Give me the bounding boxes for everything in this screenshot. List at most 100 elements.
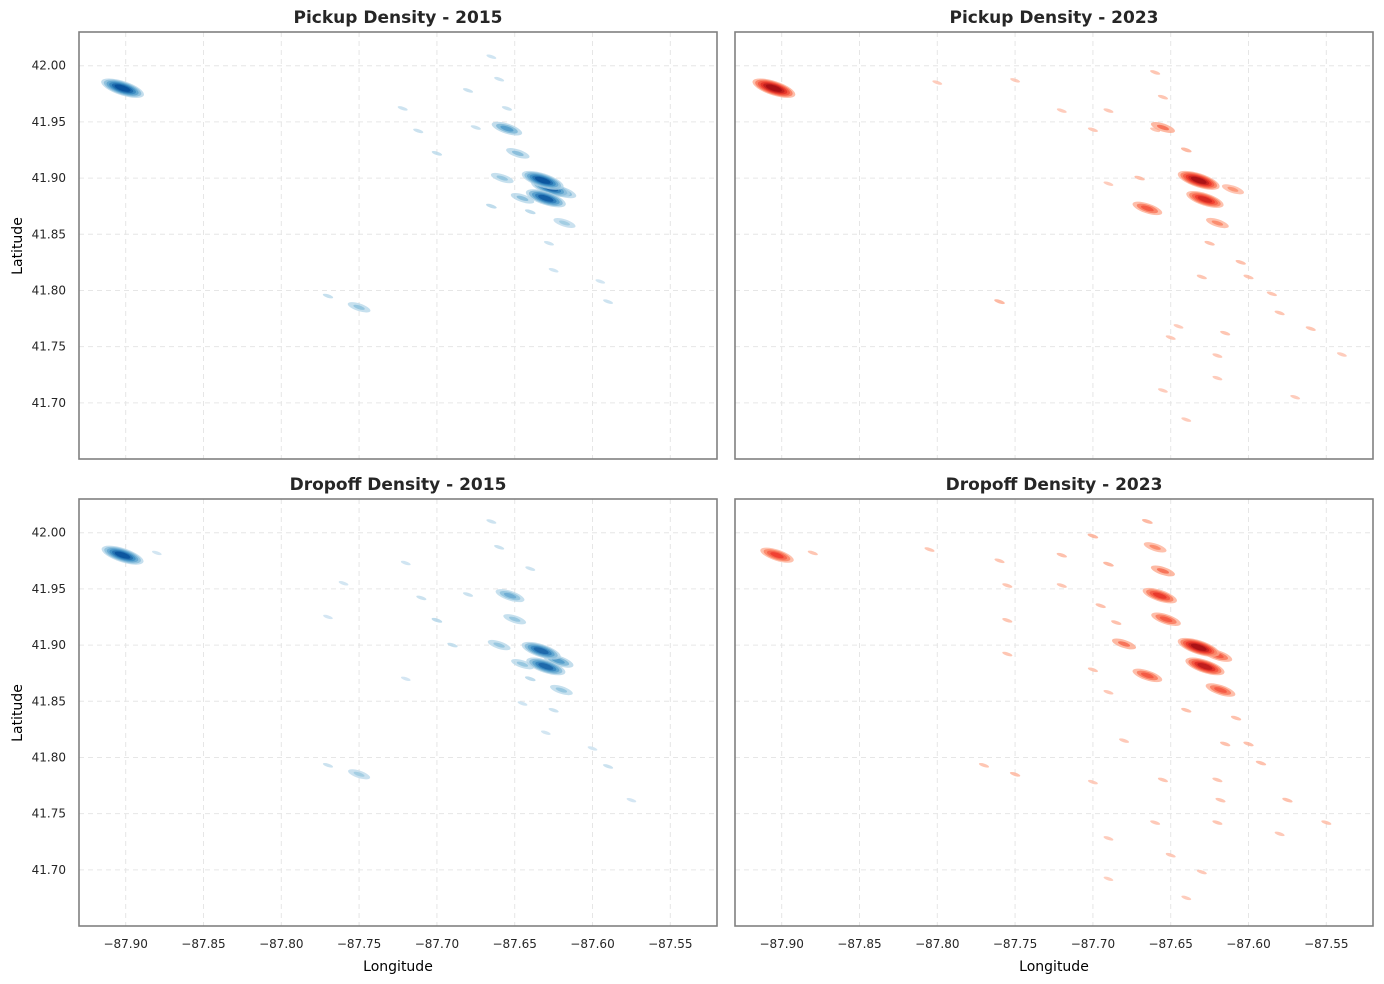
density-layer — [752, 70, 1347, 422]
density-hotspot — [526, 657, 566, 676]
density-contour — [1157, 388, 1168, 393]
density-contour — [400, 676, 411, 681]
density-hotspot — [1243, 741, 1254, 747]
density-hotspot — [1132, 201, 1163, 216]
density-hotspot — [347, 302, 371, 313]
density-hotspot — [1181, 707, 1192, 713]
density-contour — [470, 125, 481, 130]
density-hotspot — [994, 299, 1005, 305]
density-contour — [595, 279, 606, 284]
density-contour — [322, 763, 334, 768]
plot-area — [79, 32, 717, 459]
density-hotspot — [1150, 122, 1175, 133]
density-hotspot — [1181, 417, 1192, 422]
density-hotspot — [1177, 637, 1220, 657]
density-hotspot — [486, 519, 497, 524]
x-tick-label: −87.85 — [837, 937, 881, 951]
density-hotspot — [1119, 738, 1130, 743]
density-hotspot — [1212, 375, 1223, 381]
density-contour — [1156, 124, 1169, 131]
density-hotspot — [1143, 542, 1167, 553]
density-hotspot — [1173, 324, 1184, 329]
density-layer — [101, 519, 637, 803]
density-hotspot — [503, 614, 527, 625]
density-contour — [1111, 620, 1122, 625]
density-contour — [494, 76, 505, 82]
density-hotspot — [1087, 779, 1098, 785]
density-contour — [114, 551, 131, 559]
density-hotspot — [807, 550, 818, 556]
density-hotspot — [587, 746, 598, 751]
density-contour — [994, 558, 1005, 564]
density-hotspot — [1204, 240, 1215, 246]
density-contour — [114, 84, 131, 92]
x-tick-label: −87.75 — [993, 937, 1037, 951]
density-hotspot — [431, 151, 443, 156]
density-hotspot — [1321, 820, 1332, 825]
density-hotspot — [151, 550, 162, 556]
density-contour — [151, 550, 162, 556]
dropoff-2015-panel: Dropoff Density - 2015 Latitude Longitud… — [10, 475, 718, 975]
density-hotspot — [1206, 217, 1229, 229]
panel-title: Dropoff Density - 2023 — [946, 475, 1163, 495]
density-hotspot — [400, 676, 411, 681]
density-contour — [511, 150, 524, 157]
density-hotspot — [548, 707, 559, 713]
density-contour — [1212, 353, 1223, 358]
density-contour — [1103, 836, 1114, 841]
density-contour — [1212, 375, 1223, 381]
density-hotspot — [1274, 310, 1285, 316]
density-hotspot — [1142, 587, 1177, 604]
density-hotspot — [1087, 667, 1098, 673]
density-hotspot — [553, 218, 576, 229]
density-hotspot — [1212, 777, 1223, 783]
plot-frame — [78, 498, 718, 927]
density-contour — [540, 730, 551, 735]
density-hotspot — [487, 639, 511, 651]
density-contour — [431, 151, 443, 156]
plot-area — [735, 32, 1373, 459]
density-contour — [924, 547, 935, 552]
density-contour — [413, 128, 424, 134]
density-contour — [501, 106, 513, 111]
density-contour — [1157, 94, 1169, 100]
y-tick-label: 41.90 — [32, 638, 66, 652]
density-contour — [770, 552, 784, 559]
density-hotspot — [323, 614, 333, 620]
y-tick-label: 41.80 — [32, 283, 66, 297]
density-hotspot — [506, 148, 530, 159]
density-contour — [1118, 641, 1131, 647]
density-hotspot — [1205, 683, 1236, 697]
density-contour — [322, 293, 334, 299]
density-hotspot — [447, 642, 458, 648]
density-contour — [543, 240, 554, 246]
density-hotspot — [322, 293, 334, 299]
density-contour — [1230, 715, 1242, 721]
density-contour — [1336, 352, 1347, 357]
y-tick-label: 41.95 — [32, 115, 66, 129]
density-contour — [416, 595, 427, 601]
density-contour — [548, 707, 559, 713]
density-contour — [1219, 741, 1231, 747]
density-hotspot — [1103, 876, 1114, 882]
y-tick-label: 41.85 — [32, 227, 66, 241]
density-contour — [509, 616, 521, 622]
density-hotspot — [1221, 184, 1244, 195]
density-contour — [1235, 259, 1246, 265]
density-contour — [1305, 326, 1316, 331]
density-hotspot — [1132, 668, 1163, 683]
density-hotspot — [1150, 127, 1161, 133]
density-hotspot — [924, 547, 935, 552]
plot-area — [79, 499, 717, 926]
density-contour — [1103, 689, 1114, 695]
density-hotspot — [1087, 127, 1098, 133]
density-hotspot — [760, 547, 794, 563]
density-contour — [1157, 777, 1169, 783]
density-hotspot — [510, 192, 535, 204]
density-contour — [534, 176, 551, 184]
density-hotspot — [1230, 715, 1242, 721]
density-hotspot — [626, 797, 637, 803]
density-hotspot — [1002, 618, 1013, 623]
density-contour — [500, 125, 514, 132]
